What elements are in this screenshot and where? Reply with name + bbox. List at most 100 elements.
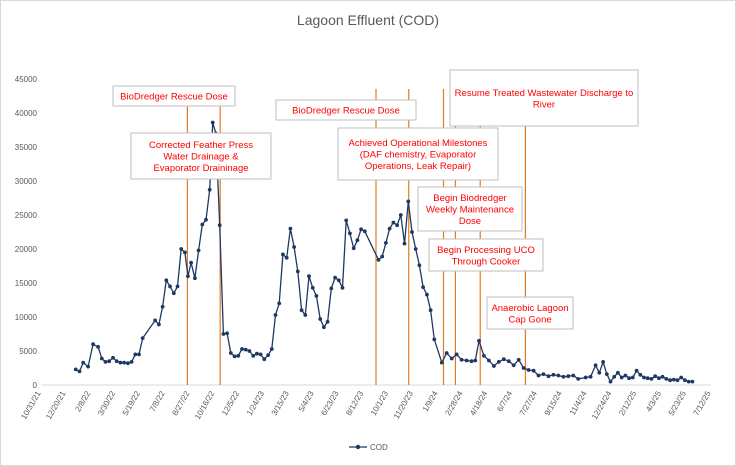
annotation-text: Evaporator Draininage xyxy=(153,163,248,174)
annotation-text: Anaerobic Lagoon xyxy=(491,303,568,314)
data-point xyxy=(266,353,270,357)
annotation-text: Achieved Operational Milestones xyxy=(349,138,488,149)
data-point xyxy=(77,369,82,374)
y-tick-label: 25000 xyxy=(15,211,38,220)
data-point xyxy=(262,357,267,362)
data-point xyxy=(642,375,646,380)
data-point xyxy=(186,274,190,279)
data-point xyxy=(449,356,454,361)
annotation-text: BioDredger Rescue Dose xyxy=(120,92,228,103)
data-point xyxy=(86,364,90,369)
data-point xyxy=(307,274,311,279)
data-point xyxy=(314,294,319,298)
annotation-box xyxy=(486,296,574,330)
x-tick-label: 8/12/23 xyxy=(344,389,365,417)
y-tick-label: 30000 xyxy=(15,177,38,186)
data-point xyxy=(310,285,315,290)
data-point xyxy=(236,353,241,358)
x-tick-label: 7/27/24 xyxy=(518,389,539,417)
y-axis: 0 5000 10000 15000 20000 25000 30000 35000 40000… xyxy=(15,75,38,390)
data-point xyxy=(137,352,141,357)
x-tick-label: 4/18/24 xyxy=(468,389,489,417)
annotation-text: Water Drainage & xyxy=(163,152,239,163)
data-point xyxy=(501,357,506,362)
x-tick-label: 8/27/22 xyxy=(170,389,191,417)
legend-swatch-marker xyxy=(355,444,361,450)
data-point xyxy=(482,353,486,358)
data-point xyxy=(140,336,145,340)
data-point xyxy=(288,226,293,231)
data-point xyxy=(318,317,323,321)
annotation-box xyxy=(275,99,417,121)
data-point xyxy=(623,373,628,378)
data-point xyxy=(340,285,345,290)
data-point xyxy=(251,353,256,358)
x-tick-label: 7/12/25 xyxy=(692,389,713,417)
data-point xyxy=(118,360,123,365)
data-point xyxy=(303,313,308,317)
x-tick-label: 10/1/23 xyxy=(369,389,390,417)
data-point xyxy=(526,368,531,372)
data-point xyxy=(81,360,86,365)
data-point xyxy=(277,301,282,306)
annotation-text: (DAF chemistry, Evaporator xyxy=(360,150,477,161)
data-point xyxy=(686,379,691,384)
data-point xyxy=(322,325,326,330)
data-point xyxy=(114,359,119,364)
data-point xyxy=(175,284,180,289)
y-tick-label: 15000 xyxy=(15,279,38,288)
data-point xyxy=(627,376,631,381)
data-point xyxy=(454,352,459,357)
data-point xyxy=(240,347,244,351)
data-point xyxy=(391,220,396,225)
annotation-text: Corrected Feather Press xyxy=(149,140,253,151)
data-point xyxy=(664,377,669,381)
data-point xyxy=(496,360,501,364)
legend-label: COD xyxy=(370,443,388,452)
data-point xyxy=(417,263,422,268)
annotation-box xyxy=(428,238,544,272)
data-point xyxy=(96,345,100,349)
data-point xyxy=(616,370,620,375)
data-point xyxy=(126,361,130,366)
data-point xyxy=(217,223,222,228)
data-point xyxy=(402,241,407,246)
data-point xyxy=(653,374,658,379)
data-point xyxy=(122,360,126,365)
data-point xyxy=(129,360,134,364)
data-point xyxy=(425,292,429,297)
data-point xyxy=(541,372,546,376)
data-point xyxy=(325,319,330,324)
x-tick-label: 10/31/21 xyxy=(19,389,43,421)
data-point xyxy=(576,377,581,381)
annotation-box xyxy=(112,85,236,107)
data-point xyxy=(157,322,161,327)
data-point xyxy=(380,254,385,259)
data-point xyxy=(546,374,551,379)
data-point xyxy=(348,231,352,236)
data-point xyxy=(384,241,388,245)
x-tick-label: 5/23/25 xyxy=(667,389,688,417)
data-point xyxy=(556,373,561,378)
data-point xyxy=(284,255,289,260)
data-point xyxy=(506,359,511,364)
annotation-text: Begin Biodredger xyxy=(433,193,506,204)
data-point xyxy=(487,358,491,363)
data-point xyxy=(91,342,95,347)
data-point xyxy=(99,356,104,361)
data-point xyxy=(630,375,635,380)
data-point xyxy=(333,275,337,280)
data-point xyxy=(675,378,680,383)
data-point xyxy=(200,222,205,227)
data-point xyxy=(228,351,233,355)
y-tick-label: 35000 xyxy=(15,143,38,152)
data-point xyxy=(204,217,208,222)
data-point xyxy=(516,357,521,362)
chart-title: Lagoon Effluent (COD) xyxy=(297,12,439,28)
data-point xyxy=(593,363,598,368)
data-point xyxy=(344,218,349,223)
data-point xyxy=(295,269,300,274)
data-point xyxy=(221,332,226,336)
data-point xyxy=(292,245,296,249)
